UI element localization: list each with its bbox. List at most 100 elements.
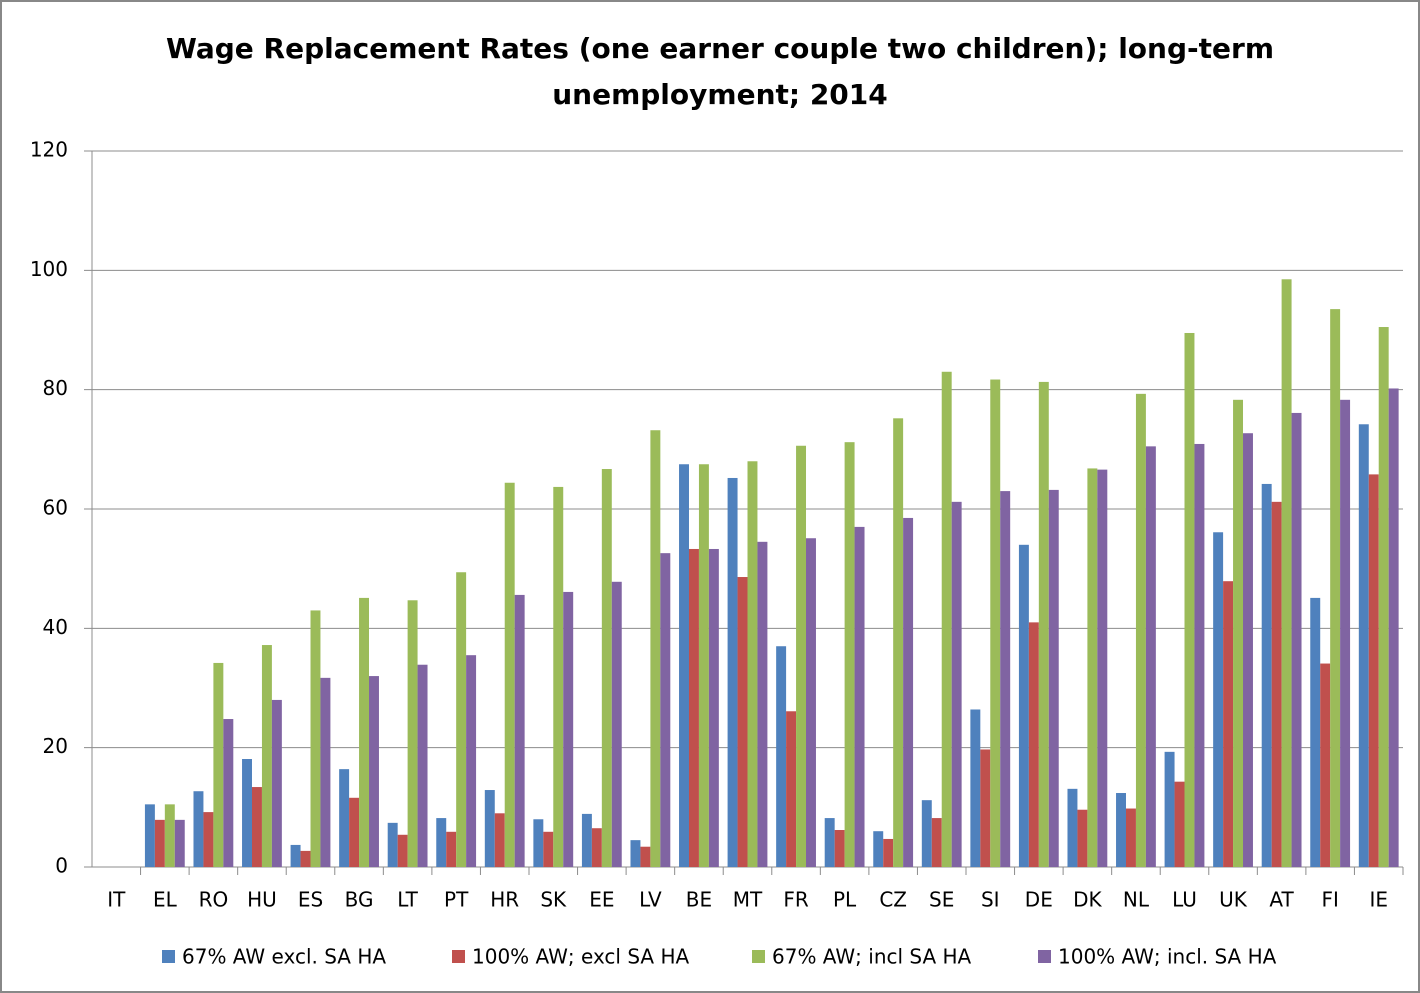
bar (484, 790, 495, 867)
bar (1067, 788, 1078, 867)
bar (688, 548, 699, 867)
bar (543, 831, 554, 867)
bar (1340, 399, 1351, 867)
bar (931, 818, 942, 867)
legend-label: 100% AW; incl. SA HA (1058, 945, 1277, 969)
legend-label: 100% AW; excl SA HA (472, 945, 689, 969)
x-tick-label: AT (1269, 888, 1294, 912)
bar (737, 577, 748, 867)
bar (921, 800, 932, 867)
x-tick-label: PL (833, 888, 857, 912)
x-tick-label: SI (981, 888, 1000, 912)
bar (757, 541, 768, 867)
bar (1087, 468, 1098, 867)
x-tick-label: SE (929, 888, 954, 912)
legend-label: 67% AW excl. SA HA (182, 945, 386, 969)
bar (1048, 489, 1059, 867)
bar (300, 850, 311, 867)
x-tick-label: LT (397, 888, 418, 912)
bar (1038, 381, 1049, 867)
bar (1261, 483, 1272, 867)
bar (193, 791, 204, 867)
bar (980, 749, 991, 867)
x-tick-label: HU (247, 888, 277, 912)
bar (223, 719, 234, 867)
x-tick-label: UK (1219, 888, 1248, 912)
bar (1145, 446, 1156, 867)
bar (251, 787, 262, 867)
x-tick-label: DK (1073, 888, 1102, 912)
x-tick-label: ES (298, 888, 323, 912)
bar (1184, 332, 1195, 867)
bar (591, 828, 602, 867)
x-tick-label: BE (686, 888, 712, 912)
bar (242, 759, 252, 867)
legend-swatch (162, 950, 175, 963)
x-tick-label: IE (1369, 888, 1388, 912)
y-tick-label: 100 (30, 257, 68, 281)
x-tick-label: FR (783, 888, 809, 912)
legend-swatch (752, 950, 765, 963)
bar (164, 804, 175, 867)
bar (456, 572, 467, 867)
bar (144, 804, 155, 867)
bar (359, 597, 370, 867)
x-tick-label: MT (733, 888, 763, 912)
bar (320, 677, 331, 867)
bar (708, 548, 719, 867)
bar (339, 769, 350, 867)
bar (581, 813, 592, 867)
x-tick-label: LV (639, 888, 662, 912)
bar (387, 822, 398, 867)
bar (824, 818, 835, 867)
bar (1028, 622, 1039, 867)
x-tick-label: CZ (879, 888, 907, 912)
bar (1291, 412, 1302, 867)
bar (1213, 532, 1224, 867)
bar (630, 840, 641, 867)
bar (1018, 544, 1029, 867)
x-tick-label: RO (199, 888, 229, 912)
x-tick-label: EL (153, 888, 178, 912)
bar (854, 526, 865, 867)
bar (349, 797, 360, 867)
bar (310, 610, 321, 867)
bar (776, 646, 787, 867)
x-tick-label: NL (1123, 888, 1150, 912)
bar (893, 418, 904, 867)
bar (446, 831, 457, 867)
bar (1135, 393, 1146, 867)
bar (698, 464, 709, 867)
bar (563, 591, 574, 867)
bar (154, 819, 165, 867)
x-tick-label: SK (540, 888, 567, 912)
bar (679, 464, 689, 867)
bar (1223, 581, 1234, 867)
x-tick-label: EE (589, 888, 614, 912)
bar (203, 812, 214, 867)
bar (1000, 491, 1011, 867)
bar (1378, 327, 1389, 867)
bar (1320, 663, 1331, 867)
bar (660, 553, 671, 867)
y-tick-label: 80 (43, 376, 68, 400)
bar (407, 600, 418, 867)
y-tick-label: 120 (30, 138, 68, 162)
bar (796, 445, 807, 867)
bar (369, 676, 379, 867)
y-tick-label: 60 (43, 496, 68, 520)
bar (903, 517, 914, 867)
bar (650, 430, 661, 867)
bar (941, 371, 952, 867)
bar (1330, 309, 1341, 867)
legend-swatch (1038, 950, 1051, 963)
bar (1077, 809, 1088, 867)
bar (1281, 279, 1292, 867)
x-tick-label: HR (490, 888, 519, 912)
bar (1116, 793, 1126, 867)
bar (873, 831, 884, 867)
y-tick-label: 40 (43, 615, 68, 639)
x-tick-label: BG (345, 888, 374, 912)
bar (1097, 469, 1108, 867)
